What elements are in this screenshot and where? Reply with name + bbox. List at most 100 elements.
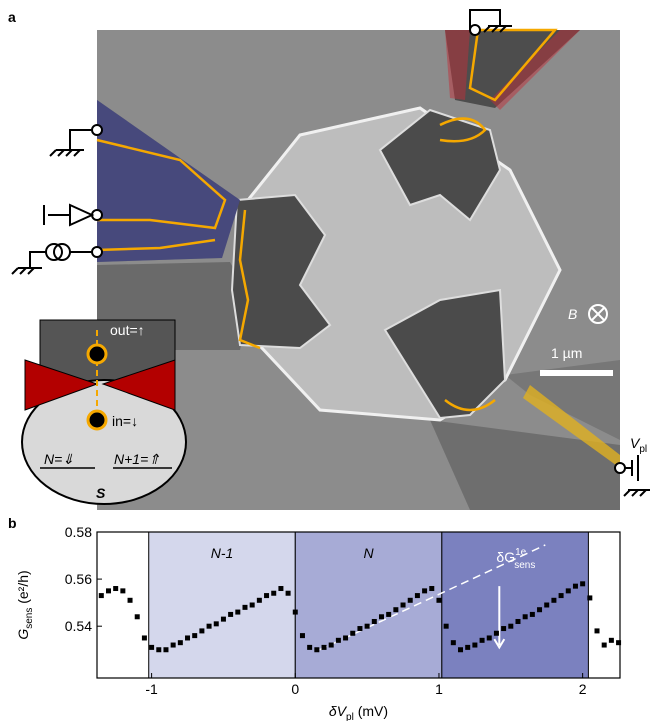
x-tick-label: 0 (291, 681, 299, 697)
y-tick-label: 0.58 (65, 524, 92, 540)
data-point (386, 612, 391, 617)
y-tick-label: 0.56 (65, 571, 92, 587)
annotation-sub: sens (514, 560, 535, 571)
data-point (221, 617, 226, 622)
data-point (537, 607, 542, 612)
x-label-sub: pl (346, 712, 354, 721)
inset-state-n1: N+1=⇑ (114, 451, 160, 467)
data-point (530, 612, 535, 617)
data-point (106, 588, 111, 593)
data-point (472, 643, 477, 648)
data-point (451, 640, 456, 645)
data-point (250, 603, 255, 608)
data-point (163, 647, 168, 652)
data-point (365, 624, 370, 629)
data-point (379, 614, 384, 619)
scale-label: 1 µm (551, 345, 582, 361)
x-tick-label: -1 (145, 681, 158, 697)
data-point (436, 598, 441, 603)
data-point (465, 645, 470, 650)
data-point (135, 614, 140, 619)
data-point (350, 631, 355, 636)
data-point (336, 638, 341, 643)
data-point (271, 591, 276, 596)
data-point (156, 647, 161, 652)
data-point (501, 626, 506, 631)
data-point (494, 631, 499, 636)
annotation-main: δG (496, 549, 515, 565)
data-point (523, 614, 528, 619)
x-axis-label: δVpl (mV) (329, 703, 388, 721)
data-point (429, 586, 434, 591)
data-point (278, 586, 283, 591)
data-point (171, 643, 176, 648)
panel-label: a (8, 9, 16, 25)
data-point (559, 593, 564, 598)
data-point (422, 588, 427, 593)
data-point (544, 603, 549, 608)
inset-state-n: N=⇓ (44, 451, 74, 467)
x-tick-label: 2 (579, 681, 587, 697)
data-point (487, 635, 492, 640)
y-label-sub: sens (24, 608, 35, 629)
data-point (480, 638, 485, 643)
gate-sub: pl (639, 444, 647, 455)
y-label-rest: (e²/h) (15, 570, 31, 607)
data-point (595, 628, 600, 633)
data-point (551, 598, 556, 603)
inset-in: in=↓ (112, 413, 138, 429)
data-point (314, 647, 319, 652)
data-point (192, 633, 197, 638)
data-point (149, 645, 154, 650)
data-point (573, 584, 578, 589)
gate-label: Vpl (630, 435, 647, 455)
data-point (300, 633, 305, 638)
data-point (286, 591, 291, 596)
data-point (185, 635, 190, 640)
data-point (214, 621, 219, 626)
data-point (322, 645, 327, 650)
data-point (602, 643, 607, 648)
field-label: B (568, 306, 577, 322)
inset-lead: S (96, 485, 106, 501)
data-point (264, 593, 269, 598)
data-point (128, 598, 133, 603)
inset-out: out=↑ (110, 322, 145, 338)
data-point (587, 595, 592, 600)
data-point (235, 610, 240, 615)
data-point (242, 605, 247, 610)
data-point (458, 647, 463, 652)
panel-label: b (8, 515, 17, 531)
data-point (508, 624, 513, 629)
data-point (401, 603, 406, 608)
region-label: N (363, 545, 374, 561)
data-point (580, 581, 585, 586)
data-point (393, 607, 398, 612)
data-point (408, 598, 413, 603)
figure: a B 1 µm Vpl out=↑ in=↓ N=⇓ N+1=⇑ S b N-… (0, 0, 658, 721)
y-axis-label: Gsens (e²/h) (15, 570, 35, 639)
data-point (293, 610, 298, 615)
data-point (178, 640, 183, 645)
data-point (307, 645, 312, 650)
data-point (228, 612, 233, 617)
x-label-rest: (mV) (354, 703, 388, 719)
data-point (566, 588, 571, 593)
y-label-main: G (15, 629, 31, 640)
data-point (415, 593, 420, 598)
data-point (444, 624, 449, 629)
data-point (120, 588, 125, 593)
data-point (357, 626, 362, 631)
data-point (199, 628, 204, 633)
data-point (609, 638, 614, 643)
data-point (343, 635, 348, 640)
data-point (515, 619, 520, 624)
annotation-sup: 1e (515, 547, 527, 558)
inset (22, 320, 186, 504)
data-point (113, 586, 118, 591)
data-point (257, 598, 262, 603)
data-point (142, 635, 147, 640)
region-label: N-1 (211, 545, 234, 561)
data-point (207, 624, 212, 629)
